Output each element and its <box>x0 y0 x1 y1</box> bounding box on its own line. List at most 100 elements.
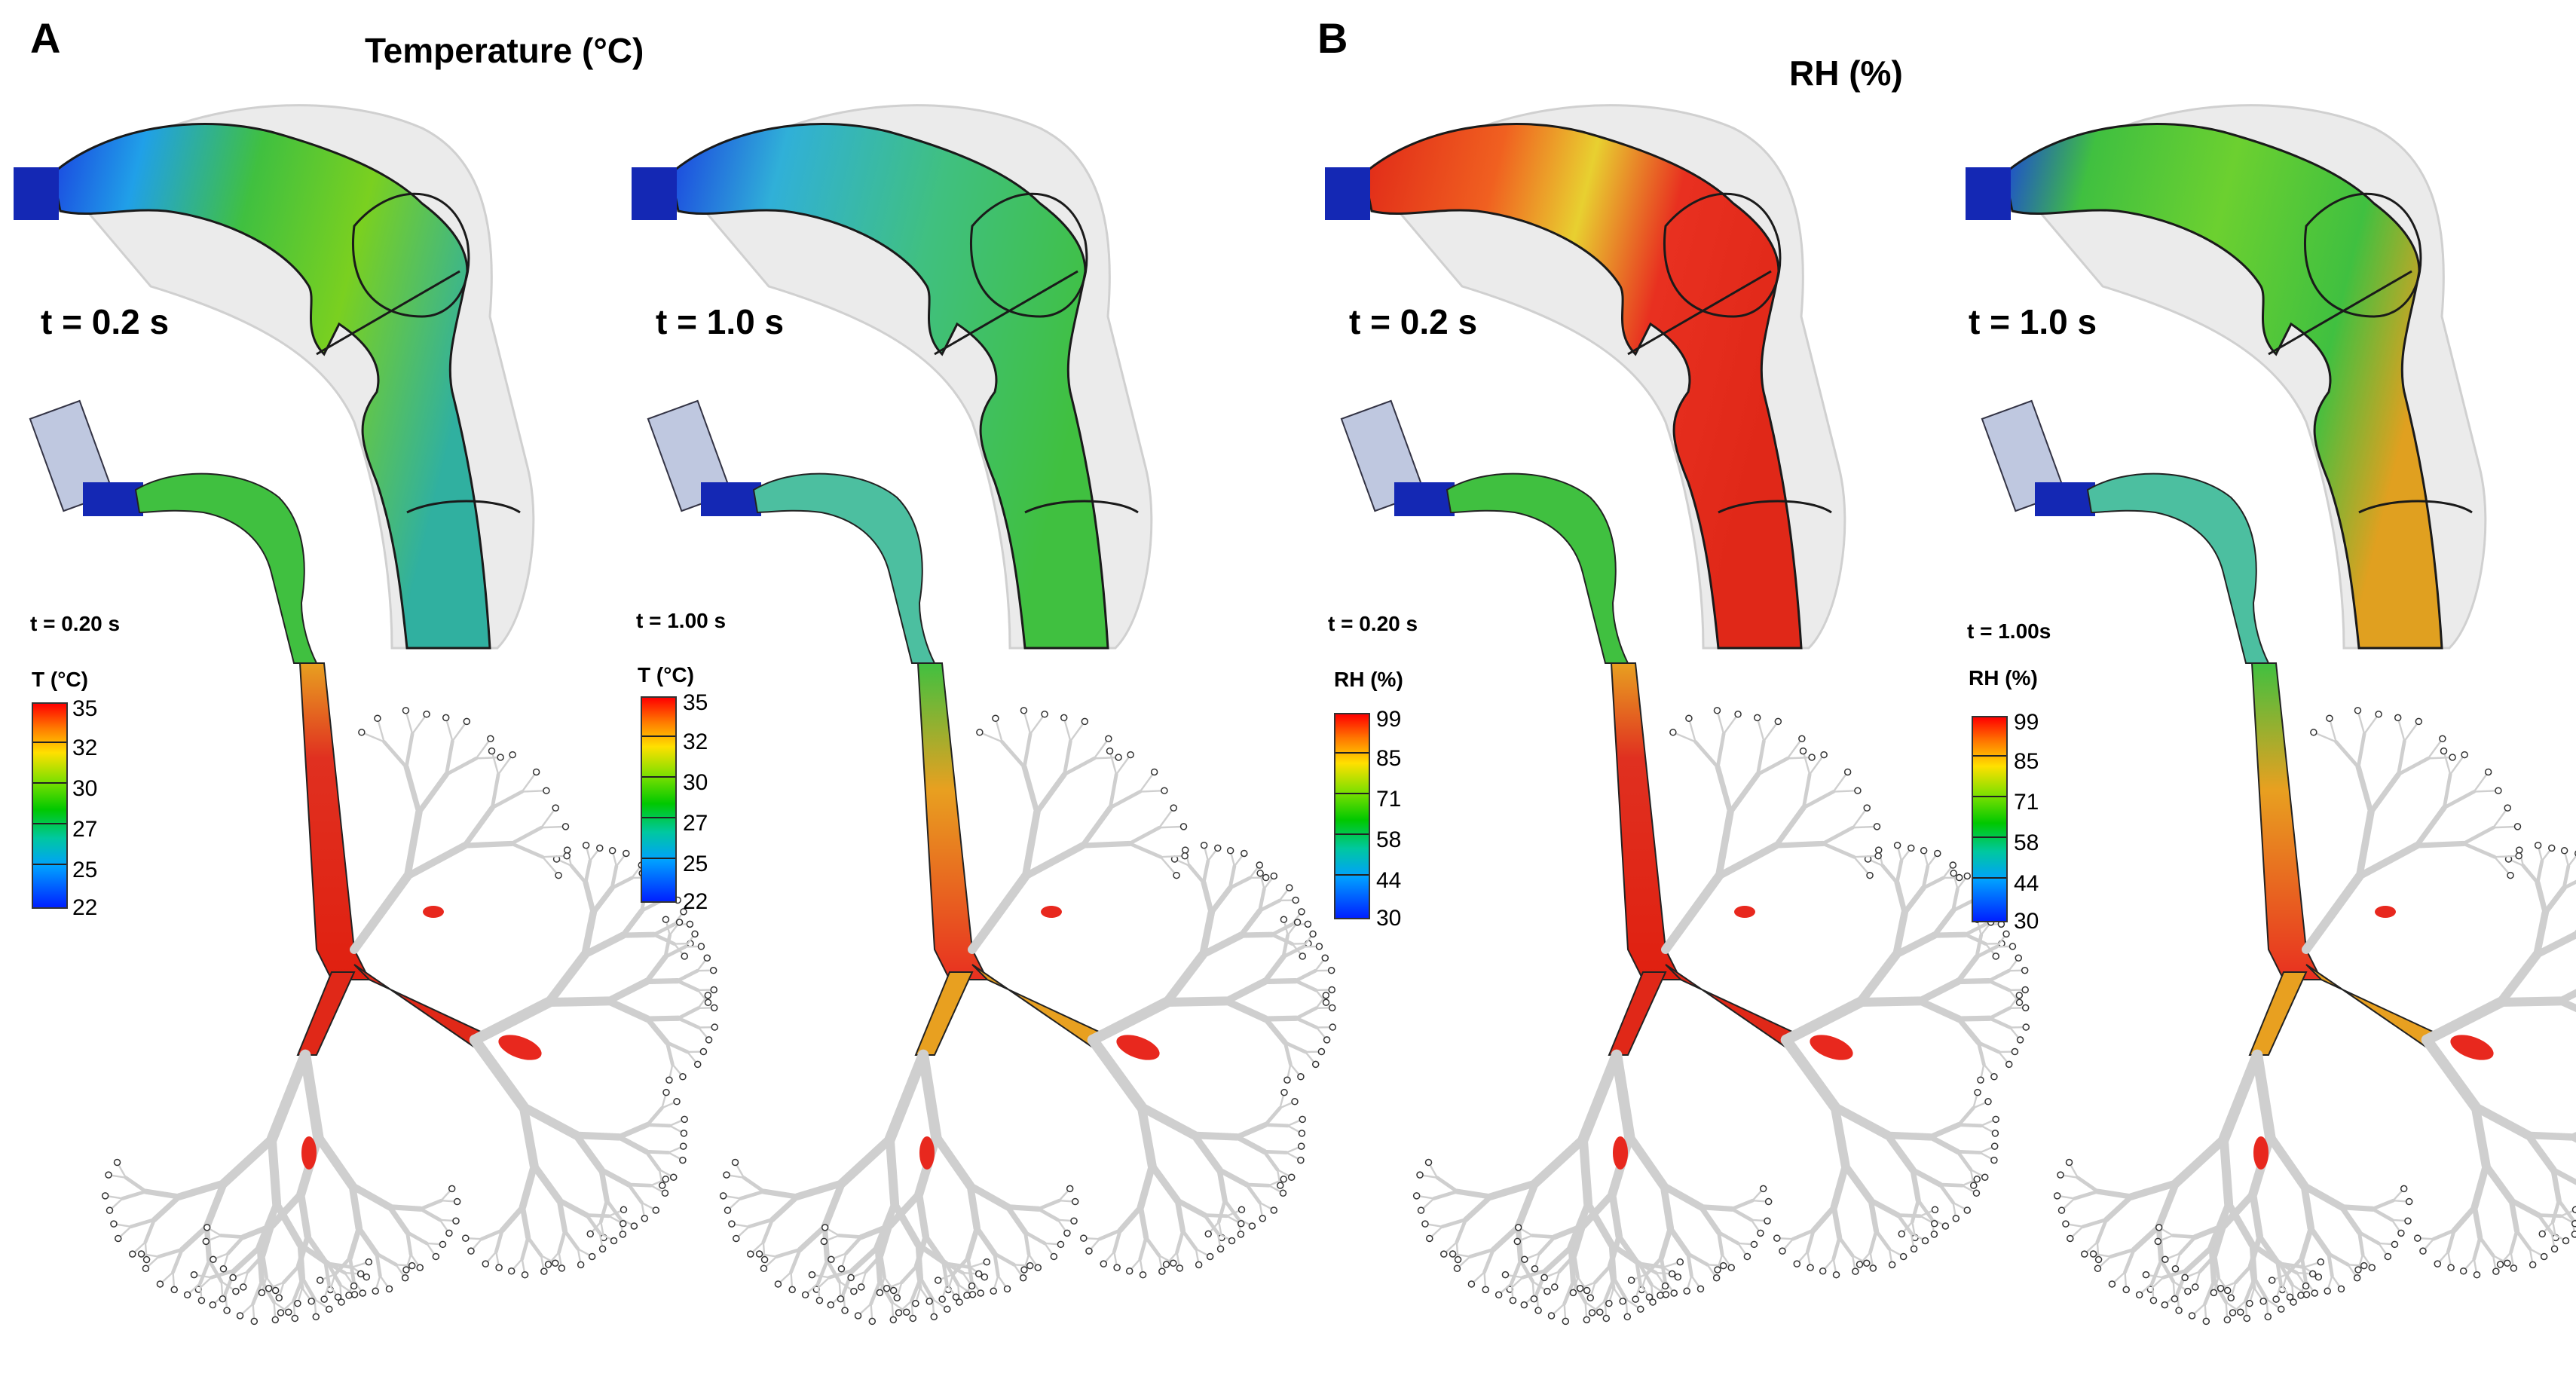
bronchus-branch <box>418 1198 443 1211</box>
outlet <box>142 1264 150 1273</box>
section-line <box>2268 270 2412 356</box>
outlet <box>2540 1252 2548 1261</box>
bronchus-branch <box>1955 978 1992 985</box>
tick-label: 27 <box>72 817 98 842</box>
bronchus-branch <box>1117 1204 1144 1234</box>
bronchus-branch <box>1896 1213 1923 1219</box>
bronchus-branch <box>620 907 645 938</box>
outlet <box>1863 804 1871 812</box>
bronchus-branch <box>1262 1016 1288 1046</box>
outlet <box>2171 1295 2179 1303</box>
outlet <box>2217 1284 2225 1292</box>
outlet <box>1941 1222 1950 1230</box>
bronchus-branch <box>2442 772 2452 810</box>
bronchus-branch <box>626 1182 644 1205</box>
bronchus-branch <box>583 879 596 916</box>
bronchus-branch <box>301 1276 317 1301</box>
outlet <box>2368 1264 2376 1271</box>
bronchus-branch <box>1293 979 1318 992</box>
outlet <box>2510 1264 2518 1272</box>
bronchus-branch <box>1222 997 1269 1023</box>
outlet <box>820 1237 828 1246</box>
bronchus-branch <box>2328 717 2337 743</box>
outlet <box>1280 916 1288 923</box>
bronchus-branch <box>1730 1198 1755 1211</box>
bronchus-branch <box>2542 885 2567 916</box>
tick-label: 44 <box>1376 868 1402 893</box>
bronchus-branch <box>1005 1204 1029 1236</box>
bronchus-branch <box>974 1225 998 1257</box>
bronchus-branch <box>2249 1190 2264 1240</box>
outlet <box>893 1294 901 1302</box>
bronchus-branch <box>598 1167 632 1188</box>
bronchus-branch <box>644 1149 671 1154</box>
bronchus-branch <box>1584 1200 1615 1249</box>
bronchus-branch <box>2123 1247 2136 1274</box>
bronchus-branch <box>2533 931 2576 959</box>
time-label-a2: t = 1.0 s <box>656 302 785 341</box>
outlet <box>2067 1234 2074 1243</box>
outlet <box>2057 1171 2064 1179</box>
outlet <box>686 920 694 928</box>
bronchus-branch <box>1023 709 1032 735</box>
bronchus-branch <box>2300 1255 2308 1282</box>
tick-label: 71 <box>2014 790 2039 815</box>
bronchus-branch <box>530 1162 564 1204</box>
bronchus-branch <box>1956 1105 1975 1127</box>
bronchus-branch <box>1578 1134 1593 1209</box>
outlet <box>582 841 590 849</box>
bronchus-branch <box>314 1132 357 1191</box>
outlet <box>1992 953 1999 960</box>
bronchus-branch <box>2192 1222 2227 1240</box>
bronchus-branch <box>1801 772 1812 810</box>
outlet <box>788 1286 796 1294</box>
bronchus-branch <box>1916 977 1962 1005</box>
bronchus-branch <box>1987 1006 2012 1020</box>
bronchus-branch <box>2461 825 2495 846</box>
bronchus-branch <box>479 1228 504 1241</box>
outlet <box>1176 1264 1184 1272</box>
bronchus-branch <box>1727 771 1761 815</box>
outlet <box>1972 1189 1981 1197</box>
outlet <box>1898 1230 1906 1238</box>
bronchus-branch <box>1921 864 1930 890</box>
outlet <box>2534 841 2542 849</box>
time-small-b1: t = 0.20 s <box>1328 612 1418 635</box>
outlet <box>1311 1060 1320 1069</box>
outlet <box>1984 1098 1992 1105</box>
outlet <box>2492 1268 2500 1275</box>
outlet <box>1551 1283 1559 1291</box>
outlet <box>2507 871 2514 879</box>
bronchus-branch <box>151 1194 182 1223</box>
upper-airway <box>134 472 318 664</box>
outlet <box>2400 1185 2408 1193</box>
bronchus-branch <box>675 968 699 983</box>
outlet <box>448 1185 456 1193</box>
outlet <box>2021 986 2029 994</box>
tick-label: 30 <box>1376 906 1402 931</box>
outlet <box>704 998 712 1007</box>
bronchus-branch <box>1660 1182 1705 1211</box>
bronchus-branch <box>2370 1206 2394 1222</box>
bronchus-branch <box>644 1015 681 1022</box>
bronchus-branch <box>1715 842 1780 880</box>
bronchus-branch <box>675 979 700 992</box>
bronchus-branch <box>404 732 415 769</box>
bronchus-branch <box>1021 764 1040 815</box>
outlet <box>1562 1317 1570 1326</box>
outlet <box>1910 1245 1918 1253</box>
outlet <box>2246 1299 2253 1307</box>
outlet <box>1973 1176 1981 1183</box>
bronchus-branch <box>1987 979 2012 992</box>
outlet <box>1513 1237 1522 1246</box>
time-small-b2: t = 1.00s <box>1967 619 2051 643</box>
bronchus-branch <box>1270 932 1295 946</box>
outlet <box>2560 847 2568 855</box>
right-main-bronchus <box>2305 964 2436 1049</box>
bronchus-branch <box>297 1190 312 1240</box>
outlet <box>1034 1264 1042 1271</box>
outlet <box>2065 1158 2073 1167</box>
bronchus-branch <box>1294 1016 1319 1029</box>
bronchus-branch <box>2076 1176 2100 1194</box>
bronchus-branch <box>2470 1102 2533 1140</box>
